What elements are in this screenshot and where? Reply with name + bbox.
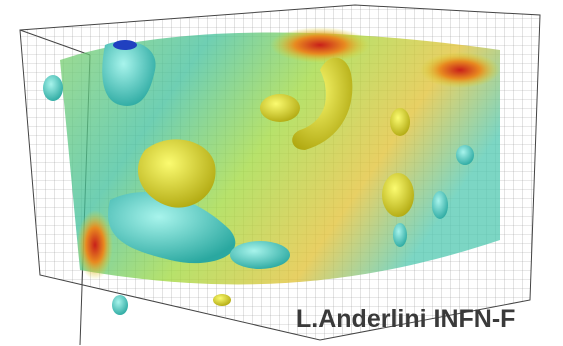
page: L.Anderlini INFN-F: [0, 0, 563, 346]
caption: L.Anderlini INFN-F: [296, 305, 515, 333]
visualization: L.Anderlini INFN-F: [0, 0, 563, 346]
